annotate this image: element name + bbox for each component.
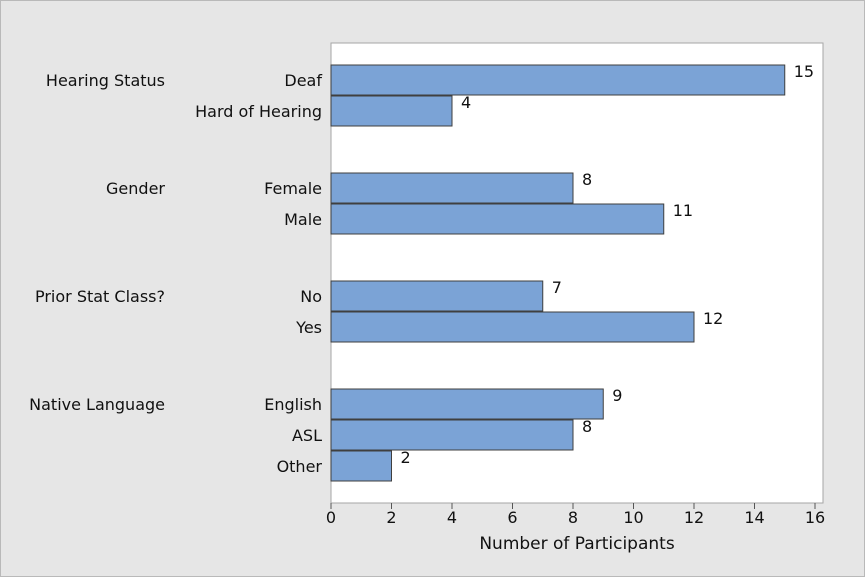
x-tick-label: 4 xyxy=(447,508,457,527)
group-label-hearing-status: Hearing Status xyxy=(46,71,165,90)
data-label-deaf: 15 xyxy=(794,62,814,81)
x-tick-label: 10 xyxy=(623,508,643,527)
data-label-english: 9 xyxy=(612,386,622,405)
x-axis: 0 2 4 6 8 10 12 14 16 xyxy=(326,503,825,527)
bar-male xyxy=(330,203,665,235)
category-labels: Hearing Status Deaf 15 Hard of Hearing 4 Gend… xyxy=(29,62,814,476)
bar-english xyxy=(330,388,604,420)
data-label-hard-of-hearing: 4 xyxy=(461,93,471,112)
bar-no xyxy=(330,280,544,312)
x-tick-label: 14 xyxy=(744,508,764,527)
data-label-other: 2 xyxy=(401,448,411,467)
bar-asl xyxy=(330,419,574,451)
category-label-female: Female xyxy=(264,179,322,198)
category-label-no: No xyxy=(300,287,322,306)
x-tick-label: 0 xyxy=(326,508,336,527)
group-label-gender: Gender xyxy=(106,179,165,198)
bar-yes xyxy=(330,311,695,343)
category-label-deaf: Deaf xyxy=(284,71,322,90)
data-label-male: 11 xyxy=(673,201,693,220)
category-label-hard-of-hearing: Hard of Hearing xyxy=(195,102,322,121)
data-label-asl: 8 xyxy=(582,417,592,436)
bar-deaf xyxy=(330,64,786,96)
group-label-prior-stat-class: Prior Stat Class? xyxy=(35,287,165,306)
x-tick-label: 2 xyxy=(386,508,396,527)
bars xyxy=(330,64,786,482)
x-tick-label: 12 xyxy=(684,508,704,527)
x-tick-label: 16 xyxy=(805,508,825,527)
category-label-asl: ASL xyxy=(292,426,322,445)
bar-other xyxy=(330,450,392,482)
category-label-yes: Yes xyxy=(295,318,322,337)
group-label-native-language: Native Language xyxy=(29,395,165,414)
x-tick-label: 8 xyxy=(568,508,578,527)
category-label-male: Male xyxy=(284,210,322,229)
data-label-no: 7 xyxy=(552,278,562,297)
x-axis-title: Number of Participants xyxy=(479,534,674,554)
x-tick-label: 6 xyxy=(507,508,517,527)
bar-hard-of-hearing xyxy=(330,95,453,127)
category-label-other: Other xyxy=(277,457,323,476)
bar-female xyxy=(330,172,574,204)
category-label-english: English xyxy=(264,395,322,414)
data-label-female: 8 xyxy=(582,170,592,189)
data-label-yes: 12 xyxy=(703,309,723,328)
